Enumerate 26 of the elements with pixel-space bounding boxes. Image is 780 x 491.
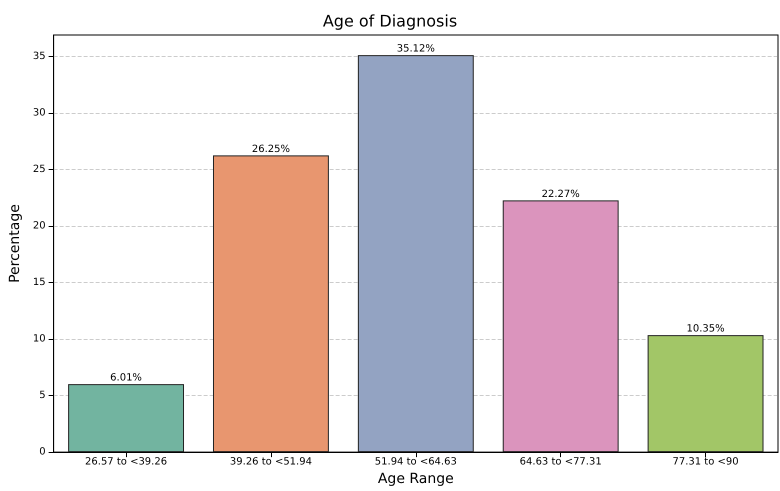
data-label: 26.25%	[252, 144, 290, 155]
x-tick-label: 51.94 to <64.63	[374, 456, 457, 468]
y-tick-label: 20	[32, 220, 46, 232]
y-tick-label: 25	[32, 164, 46, 176]
y-tick-label: 5	[39, 390, 46, 402]
y-tick-label: 35	[32, 50, 46, 62]
y-tick-label: 30	[32, 107, 46, 118]
data-label: 22.27%	[542, 188, 580, 200]
x-tick-label: 39.26 to <51.94	[230, 456, 312, 468]
bar	[358, 55, 474, 452]
x-tick-label: 77.31 to <90	[672, 456, 739, 468]
y-axis-title: Percentage	[7, 204, 23, 283]
bar	[212, 155, 329, 452]
bar	[68, 384, 184, 452]
x-tick-label: 64.63 to <77.31	[520, 456, 602, 468]
x-tick-label: 26.57 to <39.26	[85, 456, 168, 468]
y-tick-label: 0	[39, 446, 46, 458]
data-label: 35.12%	[396, 44, 435, 55]
chart-title: Age of Diagnosis	[322, 12, 458, 30]
data-label: 6.01%	[110, 372, 142, 384]
y-tick-label: 15	[32, 277, 46, 288]
data-label: 10.35%	[686, 324, 725, 335]
y-tick-label: 10	[32, 334, 46, 345]
x-axis-title: Age Range	[378, 471, 454, 487]
bar	[502, 200, 619, 452]
bar	[648, 335, 764, 452]
